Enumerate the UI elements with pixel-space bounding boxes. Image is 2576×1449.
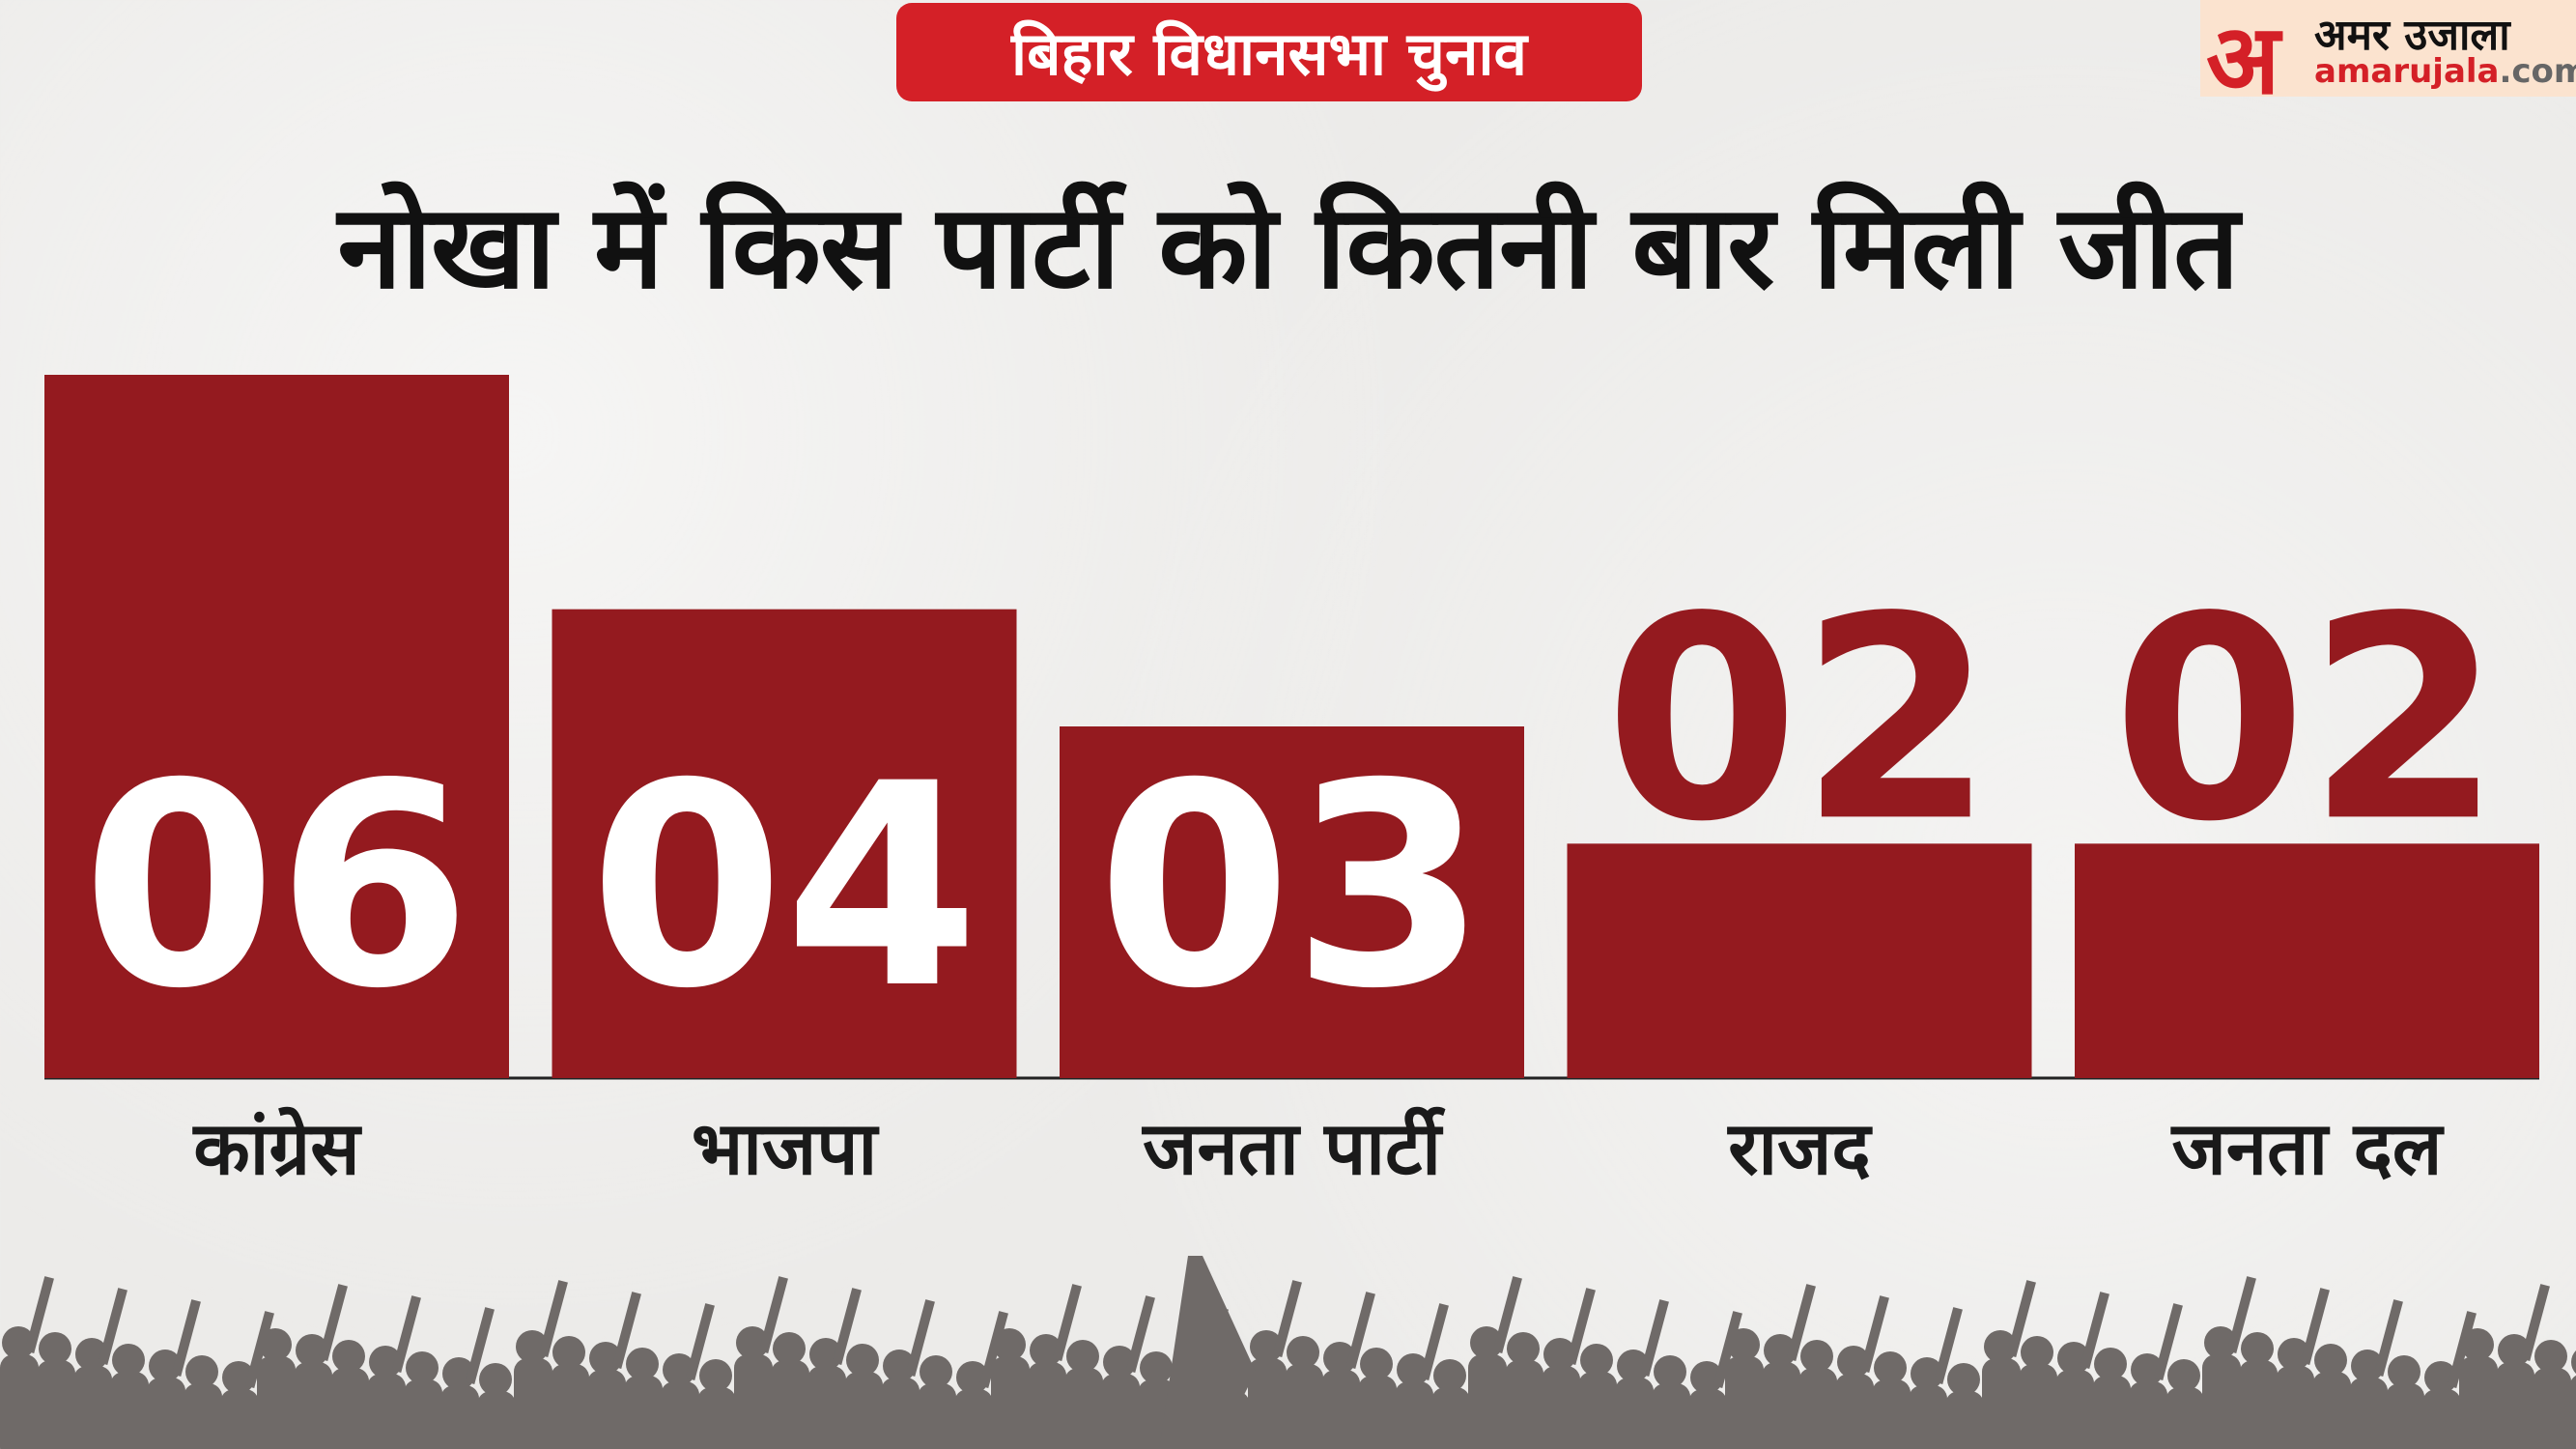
logo-site: amarujala xyxy=(2314,52,2500,91)
section-badge: बिहार विधानसभा चुनाव xyxy=(896,3,1642,101)
logo-mark: अ xyxy=(2206,3,2280,116)
tick-label: जनता दल xyxy=(2170,1105,2445,1191)
data-label: 03 xyxy=(1097,724,1487,1050)
tick-label: कांग्रेस xyxy=(191,1105,362,1191)
data-label: 04 xyxy=(589,724,979,1050)
crowd-silhouette-icon xyxy=(0,1256,2576,1449)
bar xyxy=(552,609,1017,1078)
chart-title: नोखा में किस पार्टी को कितनी बार मिली जी… xyxy=(337,181,2239,315)
amarujala-logo: अ अमर उजाला amarujala.com xyxy=(2200,0,2576,116)
logo-site-text: amarujala.com xyxy=(2314,52,2576,91)
data-label: 02 xyxy=(2112,557,2503,883)
logo-domain: .com xyxy=(2499,52,2576,91)
bar xyxy=(1567,843,2032,1078)
data-label: 06 xyxy=(82,724,472,1050)
tick-label: जनता पार्टी xyxy=(1141,1105,1446,1191)
bar xyxy=(2075,843,2539,1078)
tick-label: राजद xyxy=(1726,1105,1873,1191)
tick-label: भाजपा xyxy=(692,1105,880,1191)
bar xyxy=(1060,726,1524,1078)
logo-hindi-text: अमर उजाला xyxy=(2314,11,2510,60)
bar xyxy=(44,375,509,1078)
data-label: 02 xyxy=(1604,557,1995,883)
